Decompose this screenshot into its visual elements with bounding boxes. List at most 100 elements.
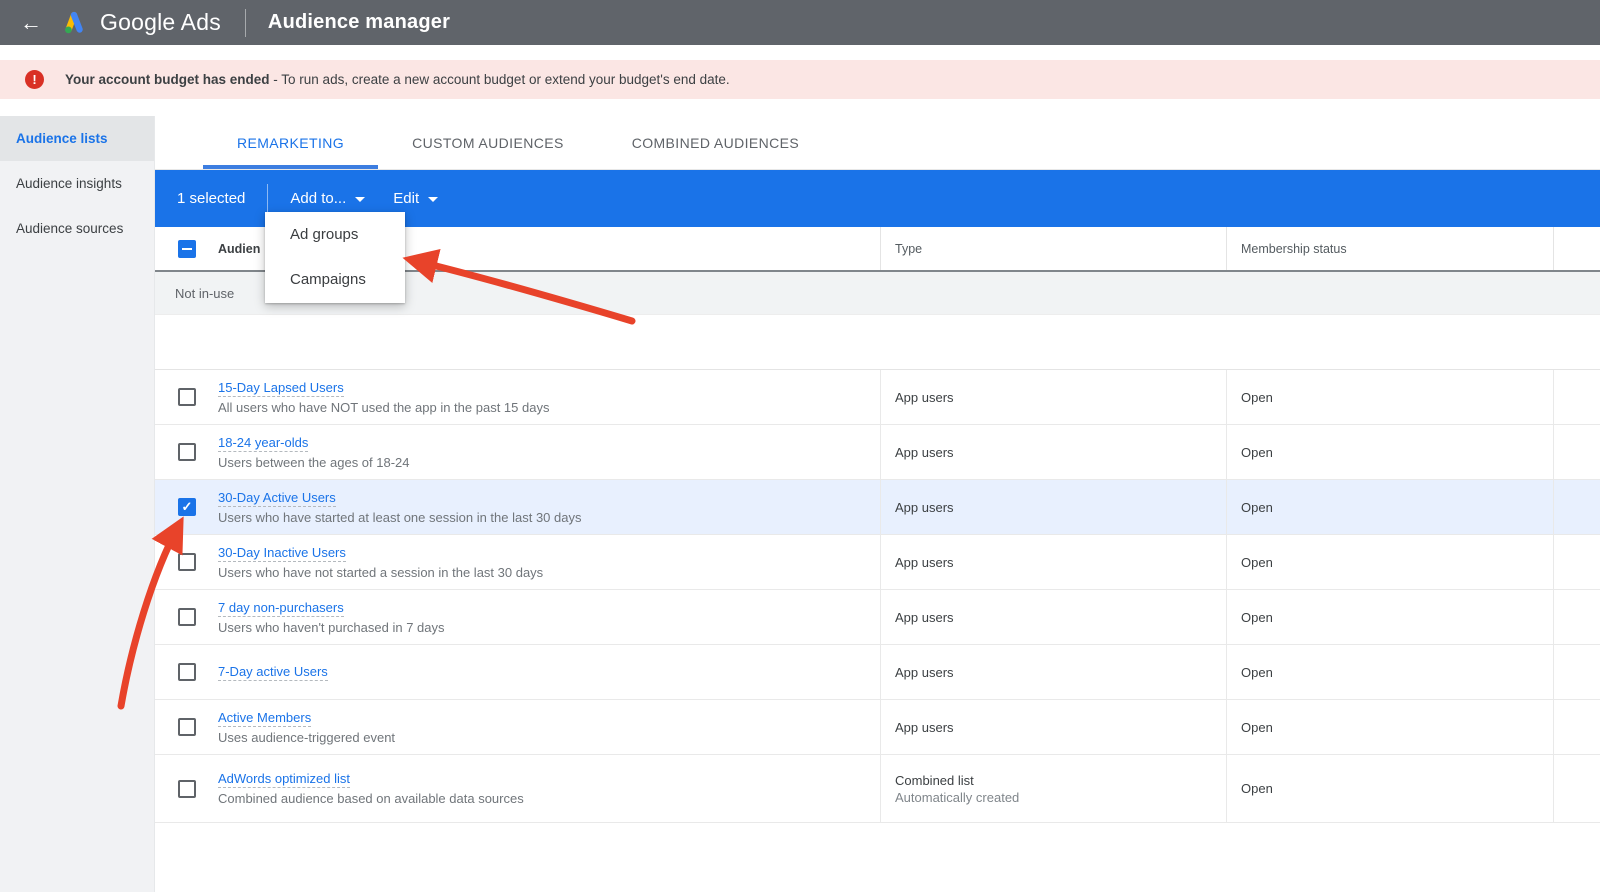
status-value: Open [1241, 389, 1273, 405]
sidebar-item-audience-sources[interactable]: Audience sources [16, 221, 124, 236]
table-row: 30-Day Inactive Users Users who have not… [155, 535, 1600, 590]
row-spacer [1553, 645, 1600, 699]
type-value: App users [895, 719, 954, 735]
row-checkbox[interactable] [178, 388, 196, 406]
audience-description: Users who have started at least one sess… [218, 509, 582, 525]
audience-name-link[interactable]: 18-24 year-olds [218, 434, 309, 452]
banner-text-rest: - To run ads, create a new account budge… [269, 72, 730, 87]
status-value: Open [1241, 609, 1273, 625]
type-value: App users [895, 554, 954, 570]
row-checkbox[interactable] [178, 718, 196, 736]
audience-description: Users who have not started a session in … [218, 564, 544, 580]
row-checkbox[interactable] [178, 608, 196, 626]
edit-label: Edit [393, 190, 420, 207]
status-value: Open [1241, 444, 1273, 460]
type-subtext: Automatically created [895, 789, 1020, 805]
error-icon: ! [25, 70, 44, 89]
edit-button[interactable]: Edit [393, 190, 439, 207]
add-to-dropdown-menu: Ad groups Campaigns [265, 212, 405, 303]
table-row: 15-Day Lapsed Users All users who have N… [155, 370, 1600, 425]
audience-name-link[interactable]: 30-Day Active Users [218, 489, 336, 507]
column-header-membership-status[interactable]: Membership status [1226, 227, 1553, 270]
row-checkbox[interactable] [178, 553, 196, 571]
status-value: Open [1241, 781, 1273, 796]
column-header-audience[interactable]: Audien [218, 241, 261, 256]
back-arrow-icon[interactable]: ← [20, 9, 42, 35]
type-value: App users [895, 389, 954, 405]
audience-name-link[interactable]: 7 day non-purchasers [218, 599, 344, 617]
tab-combined-audiences[interactable]: COMBINED AUDIENCES [631, 134, 800, 151]
status-value: Open [1241, 719, 1273, 735]
add-to-button[interactable]: Add to... [290, 190, 366, 207]
type-cell: App users [880, 425, 1226, 479]
membership-status-cell: Open [1226, 535, 1553, 589]
dropdown-item-campaigns[interactable]: Campaigns [290, 271, 366, 288]
selected-count: 1 selected [177, 190, 246, 207]
status-value: Open [1241, 664, 1273, 680]
sidebar: Audience lists Audience insights Audienc… [0, 116, 155, 892]
table-row: Active Members Uses audience-triggered e… [155, 700, 1600, 755]
row-spacer [1553, 370, 1600, 424]
type-value: App users [895, 499, 954, 515]
sidebar-item-audience-lists[interactable]: Audience lists [0, 116, 154, 161]
caret-down-icon [428, 197, 439, 202]
row-checkbox[interactable] [178, 443, 196, 461]
membership-status-cell: Open [1226, 425, 1553, 479]
type-value: App users [895, 444, 954, 460]
audience-name-link[interactable]: AdWords optimized list [218, 771, 350, 788]
type-cell: App users [880, 590, 1226, 644]
type-cell: App users [880, 370, 1226, 424]
audience-description: Uses audience-triggered event [218, 729, 396, 745]
tab-custom-audiences[interactable]: CUSTOM AUDIENCES [412, 134, 564, 151]
table-row: 18-24 year-olds Users between the ages o… [155, 425, 1600, 480]
google-ads-logo-icon [65, 11, 83, 33]
row-spacer [1553, 755, 1600, 822]
audience-name-link[interactable]: 30-Day Inactive Users [218, 544, 346, 562]
dropdown-item-ad-groups[interactable]: Ad groups [290, 226, 359, 243]
audience-name-link[interactable]: 15-Day Lapsed Users [218, 379, 344, 397]
actionbar-divider [267, 183, 269, 214]
brand-name: Google Ads [100, 9, 221, 35]
sidebar-item-audience-insights[interactable]: Audience insights [16, 176, 122, 191]
select-all-checkbox[interactable] [178, 239, 196, 258]
audience-description: All users who have NOT used the app in t… [218, 399, 550, 415]
caret-down-icon [355, 197, 366, 202]
audience-description: Combined audience based on available dat… [218, 791, 524, 806]
banner-text: Your account budget has ended - To run a… [65, 72, 730, 87]
row-spacer [1553, 480, 1600, 534]
membership-status-cell: Open [1226, 700, 1553, 754]
type-value: App users [895, 609, 954, 625]
table-row: 7-Day active Users App users Open [155, 645, 1600, 700]
indeterminate-mark [182, 247, 192, 250]
type-cell: App users [880, 480, 1226, 534]
empty-table-row [155, 315, 1600, 370]
page-title: Audience manager [267, 11, 451, 33]
membership-status-cell: Open [1226, 480, 1553, 534]
table-row: ✓ 30-Day Active Users Users who have sta… [155, 480, 1600, 535]
audience-description: Users who haven't purchased in 7 days [218, 619, 445, 635]
tab-remarketing[interactable]: REMARKETING [203, 116, 378, 169]
row-checkbox[interactable] [178, 663, 196, 681]
status-value: Open [1241, 499, 1273, 515]
column-header-spacer [1553, 227, 1600, 270]
top-app-bar: ← Google Ads Audience manager [0, 0, 1600, 45]
table-body: 15-Day Lapsed Users All users who have N… [155, 370, 1600, 823]
budget-error-banner: ! Your account budget has ended - To run… [0, 60, 1600, 99]
audience-description: Users between the ages of 18-24 [218, 454, 410, 470]
add-to-label: Add to... [290, 190, 347, 207]
membership-status-cell: Open [1226, 370, 1553, 424]
column-header-type[interactable]: Type [880, 227, 1226, 270]
type-cell: App users [880, 535, 1226, 589]
audience-name-link[interactable]: Active Members [218, 709, 312, 727]
membership-status-cell: Open [1226, 755, 1553, 822]
membership-status-cell: Open [1226, 645, 1553, 699]
row-checkbox[interactable]: ✓ [178, 498, 196, 516]
row-checkbox[interactable] [178, 779, 196, 798]
topbar-divider [244, 8, 246, 37]
status-value: Open [1241, 554, 1273, 570]
type-cell: App users [880, 645, 1226, 699]
audience-name-link[interactable]: 7-Day active Users [218, 663, 328, 681]
type-value: Combined list [895, 772, 974, 788]
row-spacer [1553, 590, 1600, 644]
